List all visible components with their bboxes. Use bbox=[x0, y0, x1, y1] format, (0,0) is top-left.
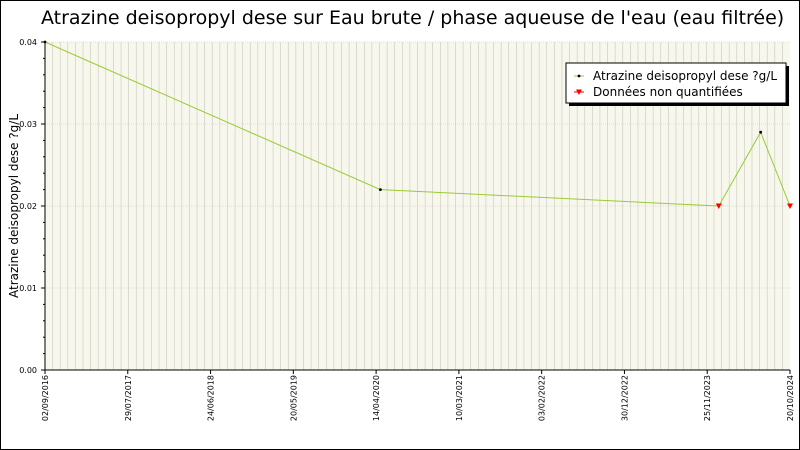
legend-label: Atrazine deisopropyl dese ?g/L bbox=[593, 69, 777, 83]
axes: 0.00 0.01 0.02 0.03 0.04 02/09/2016 29/07/2017… bbox=[7, 38, 795, 421]
grid-lines bbox=[45, 41, 790, 370]
legend: Atrazine deisopropyl dese ?g/L Données no… bbox=[565, 62, 789, 106]
legend-dot-icon bbox=[577, 74, 581, 78]
legend-label: Données non quantifiées bbox=[593, 85, 743, 99]
x-tick-label: 10/03/2021 bbox=[455, 375, 464, 421]
x-tick-label: 20/05/2019 bbox=[289, 375, 298, 421]
y-tick-label: 0.01 bbox=[19, 284, 37, 293]
x-tick-label: 02/09/2016 bbox=[41, 375, 50, 421]
x-tick-label: 24/06/2018 bbox=[207, 375, 216, 421]
series-layer bbox=[43, 40, 793, 209]
data-point bbox=[759, 130, 763, 134]
data-point-non-quantified bbox=[715, 203, 722, 209]
x-tick-label: 20/10/2024 bbox=[786, 375, 795, 421]
x-tick-label: 14/04/2020 bbox=[372, 375, 381, 421]
y-tick-label: 0.03 bbox=[19, 120, 37, 129]
x-tick-label: 03/02/2022 bbox=[538, 375, 547, 421]
y-axis-title: Atrazine deisopropyl dese ?g/L bbox=[7, 114, 21, 298]
y-tick-label: 0.04 bbox=[19, 38, 37, 47]
data-point bbox=[378, 188, 382, 192]
x-tick-label: 25/11/2023 bbox=[703, 375, 712, 421]
y-tick-label: 0.00 bbox=[19, 366, 37, 375]
chart-title: Atrazine deisopropyl dese sur Eau brute … bbox=[41, 7, 785, 29]
data-point bbox=[43, 40, 47, 44]
data-point-non-quantified bbox=[787, 203, 793, 209]
y-tick-label: 0.02 bbox=[19, 202, 37, 211]
legend-triangle-icon bbox=[576, 89, 582, 95]
x-tick-label: 29/07/2017 bbox=[124, 375, 133, 421]
legend-box bbox=[565, 62, 787, 104]
x-tick-label: 30/12/2022 bbox=[620, 375, 629, 421]
